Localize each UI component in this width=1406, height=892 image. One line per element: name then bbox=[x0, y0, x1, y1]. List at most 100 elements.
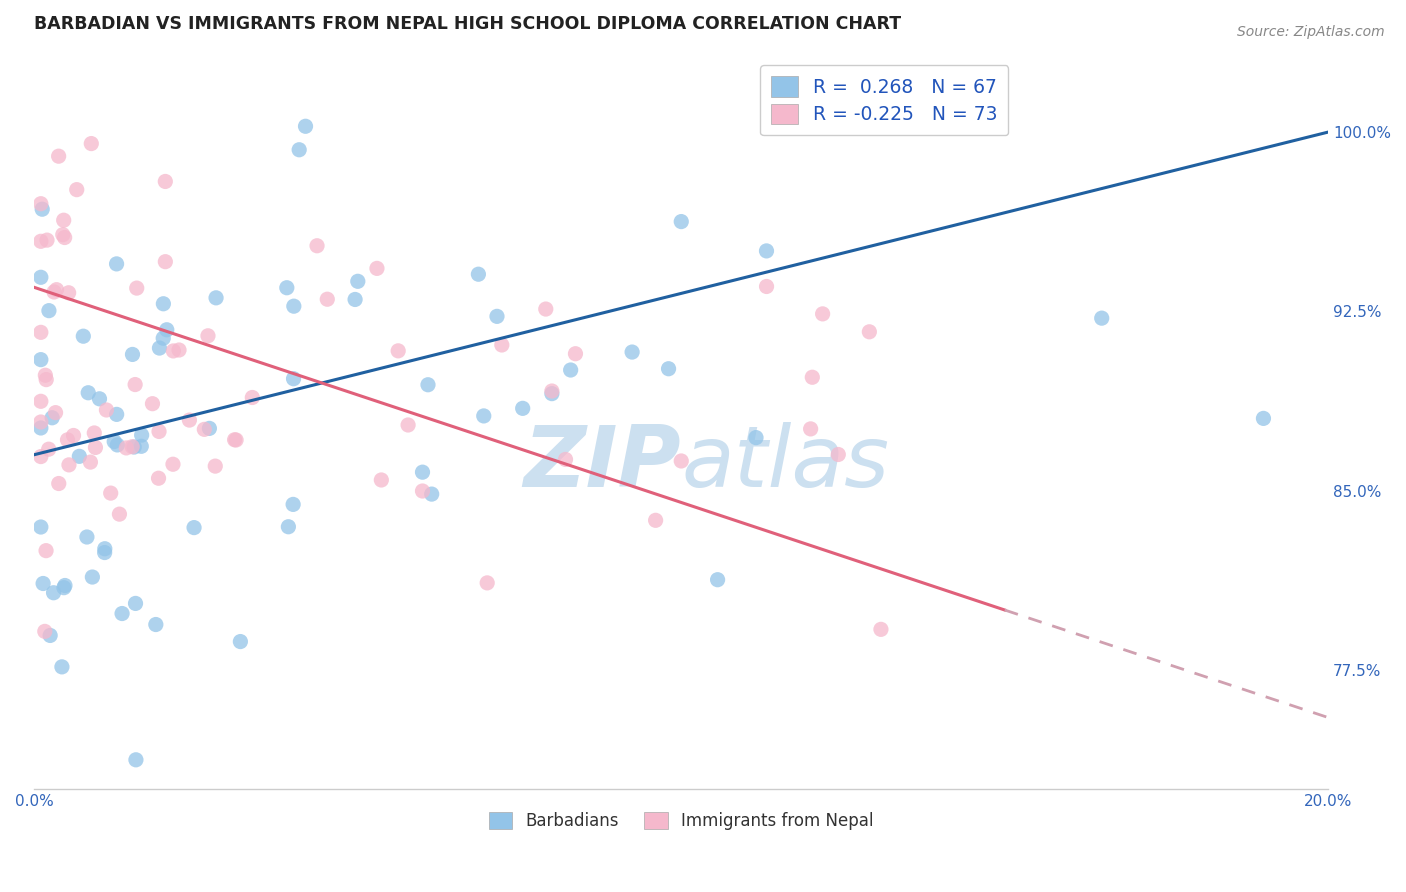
Point bbox=[416, 377, 439, 392]
Point bbox=[541, 384, 564, 398]
Point bbox=[53, 230, 76, 244]
Point bbox=[82, 570, 104, 584]
Point bbox=[755, 279, 778, 293]
Point bbox=[283, 372, 305, 386]
Point bbox=[30, 520, 52, 534]
Point bbox=[344, 293, 367, 307]
Text: ZIP: ZIP bbox=[523, 422, 682, 505]
Point bbox=[42, 586, 65, 600]
Point bbox=[204, 459, 226, 474]
Point bbox=[288, 143, 311, 157]
Legend: Barbadians, Immigrants from Nepal: Barbadians, Immigrants from Nepal bbox=[482, 805, 880, 837]
Point bbox=[129, 439, 152, 453]
Point bbox=[52, 213, 75, 227]
Text: Source: ZipAtlas.com: Source: ZipAtlas.com bbox=[1237, 25, 1385, 39]
Point bbox=[51, 660, 73, 674]
Point bbox=[76, 530, 98, 544]
Point bbox=[45, 283, 67, 297]
Point bbox=[121, 440, 143, 454]
Point bbox=[79, 455, 101, 469]
Point bbox=[35, 233, 58, 247]
Point bbox=[755, 244, 778, 258]
Point bbox=[42, 285, 65, 299]
Point bbox=[671, 454, 693, 468]
Point bbox=[105, 408, 128, 422]
Point bbox=[485, 310, 508, 324]
Point bbox=[197, 328, 219, 343]
Point bbox=[38, 442, 60, 457]
Point bbox=[205, 291, 228, 305]
Point bbox=[412, 465, 434, 479]
Point bbox=[281, 497, 304, 511]
Point bbox=[658, 361, 681, 376]
Point bbox=[39, 628, 62, 642]
Point bbox=[41, 410, 63, 425]
Point bbox=[706, 573, 728, 587]
Point bbox=[52, 227, 75, 242]
Point bbox=[125, 281, 148, 295]
Point bbox=[34, 368, 56, 383]
Point bbox=[534, 301, 557, 316]
Point bbox=[148, 471, 170, 485]
Point bbox=[644, 513, 666, 527]
Text: atlas: atlas bbox=[682, 422, 889, 505]
Point bbox=[541, 386, 564, 401]
Point bbox=[564, 347, 586, 361]
Point bbox=[283, 299, 305, 313]
Point bbox=[671, 214, 693, 228]
Point bbox=[229, 634, 252, 648]
Point bbox=[141, 397, 163, 411]
Point bbox=[420, 487, 443, 501]
Point bbox=[58, 458, 80, 472]
Point bbox=[30, 326, 52, 340]
Point bbox=[801, 370, 824, 384]
Point bbox=[167, 343, 190, 357]
Point bbox=[554, 452, 576, 467]
Point bbox=[30, 450, 52, 464]
Point bbox=[193, 422, 215, 436]
Point bbox=[89, 392, 111, 406]
Point bbox=[84, 441, 107, 455]
Point bbox=[62, 428, 84, 442]
Point bbox=[366, 261, 388, 276]
Point bbox=[83, 425, 105, 440]
Point bbox=[30, 421, 52, 435]
Point bbox=[148, 341, 170, 355]
Point bbox=[108, 507, 131, 521]
Point bbox=[77, 385, 100, 400]
Point bbox=[870, 623, 893, 637]
Point bbox=[800, 422, 823, 436]
Point bbox=[100, 486, 122, 500]
Point bbox=[105, 257, 128, 271]
Point bbox=[124, 596, 146, 610]
Point bbox=[225, 433, 247, 447]
Point bbox=[30, 196, 52, 211]
Point bbox=[48, 149, 70, 163]
Point bbox=[370, 473, 392, 487]
Point bbox=[115, 441, 138, 455]
Point bbox=[124, 377, 146, 392]
Point bbox=[155, 174, 177, 188]
Point bbox=[277, 520, 299, 534]
Point bbox=[1253, 411, 1275, 425]
Point bbox=[31, 202, 53, 217]
Point bbox=[38, 303, 60, 318]
Point bbox=[30, 235, 52, 249]
Point bbox=[412, 483, 434, 498]
Point bbox=[240, 391, 263, 405]
Point bbox=[477, 575, 499, 590]
Point bbox=[121, 347, 143, 361]
Point bbox=[53, 578, 76, 592]
Point bbox=[1091, 311, 1114, 326]
Point bbox=[52, 581, 75, 595]
Point bbox=[156, 323, 179, 337]
Point bbox=[198, 421, 221, 435]
Point bbox=[155, 254, 177, 268]
Point bbox=[745, 431, 768, 445]
Point bbox=[387, 343, 409, 358]
Point bbox=[621, 345, 644, 359]
Point bbox=[96, 403, 118, 417]
Point bbox=[48, 476, 70, 491]
Point bbox=[125, 753, 148, 767]
Point bbox=[396, 417, 419, 432]
